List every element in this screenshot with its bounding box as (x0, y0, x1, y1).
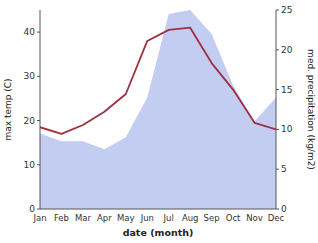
x-tick-label: Mar (75, 213, 92, 223)
x-tick-label: Apr (97, 213, 112, 223)
x-tick-label: May (117, 213, 135, 223)
y-tick (37, 76, 40, 77)
chart-container: 0102030400510152025JanFebMarAprMayJunJul… (0, 0, 318, 243)
y2-tick-label: 5 (281, 164, 287, 174)
y-tick-label: 10 (24, 160, 36, 170)
y-tick (37, 120, 40, 121)
y2-tick (276, 49, 279, 50)
x-tick-label: Nov (246, 213, 263, 223)
x-tick-label: Sep (204, 213, 220, 223)
y2-tick-label: 25 (281, 5, 292, 15)
y-tick (37, 32, 40, 33)
y2-tick-label: 20 (281, 45, 293, 55)
x-tick-label: Jun (140, 213, 154, 223)
y-tick (37, 209, 40, 210)
temp-line (40, 28, 276, 134)
x-axis-label: date (month) (123, 227, 194, 238)
x-tick-label: Oct (226, 213, 241, 223)
y2-tick-label: 15 (281, 85, 292, 95)
x-tick-label: Jan (32, 213, 46, 223)
y-axis-line (40, 10, 41, 209)
y2-tick (276, 89, 279, 90)
y2-tick-label: 10 (281, 124, 293, 134)
x-tick-label: Feb (54, 213, 69, 223)
precip-area (40, 10, 276, 209)
y-tick-label: 20 (24, 116, 36, 126)
y2-axis-label: med. precipitation (kg/m2) (306, 49, 316, 170)
y2-axis-line (276, 10, 277, 209)
x-axis-line (40, 209, 276, 210)
x-tick-label: Jul (163, 213, 174, 223)
y2-tick (276, 209, 279, 210)
y-tick-label: 30 (24, 71, 36, 81)
chart: 0102030400510152025JanFebMarAprMayJunJul… (0, 0, 318, 243)
y-axis-label: max temp (C) (3, 78, 13, 140)
y2-tick (276, 169, 279, 170)
x-tick-label: Aug (182, 213, 199, 223)
plot-area (40, 10, 276, 209)
y-tick-label: 40 (24, 27, 36, 37)
y-tick (37, 164, 40, 165)
y2-tick (276, 129, 279, 130)
y2-tick (276, 10, 279, 11)
x-tick-label: Dec (268, 213, 285, 223)
